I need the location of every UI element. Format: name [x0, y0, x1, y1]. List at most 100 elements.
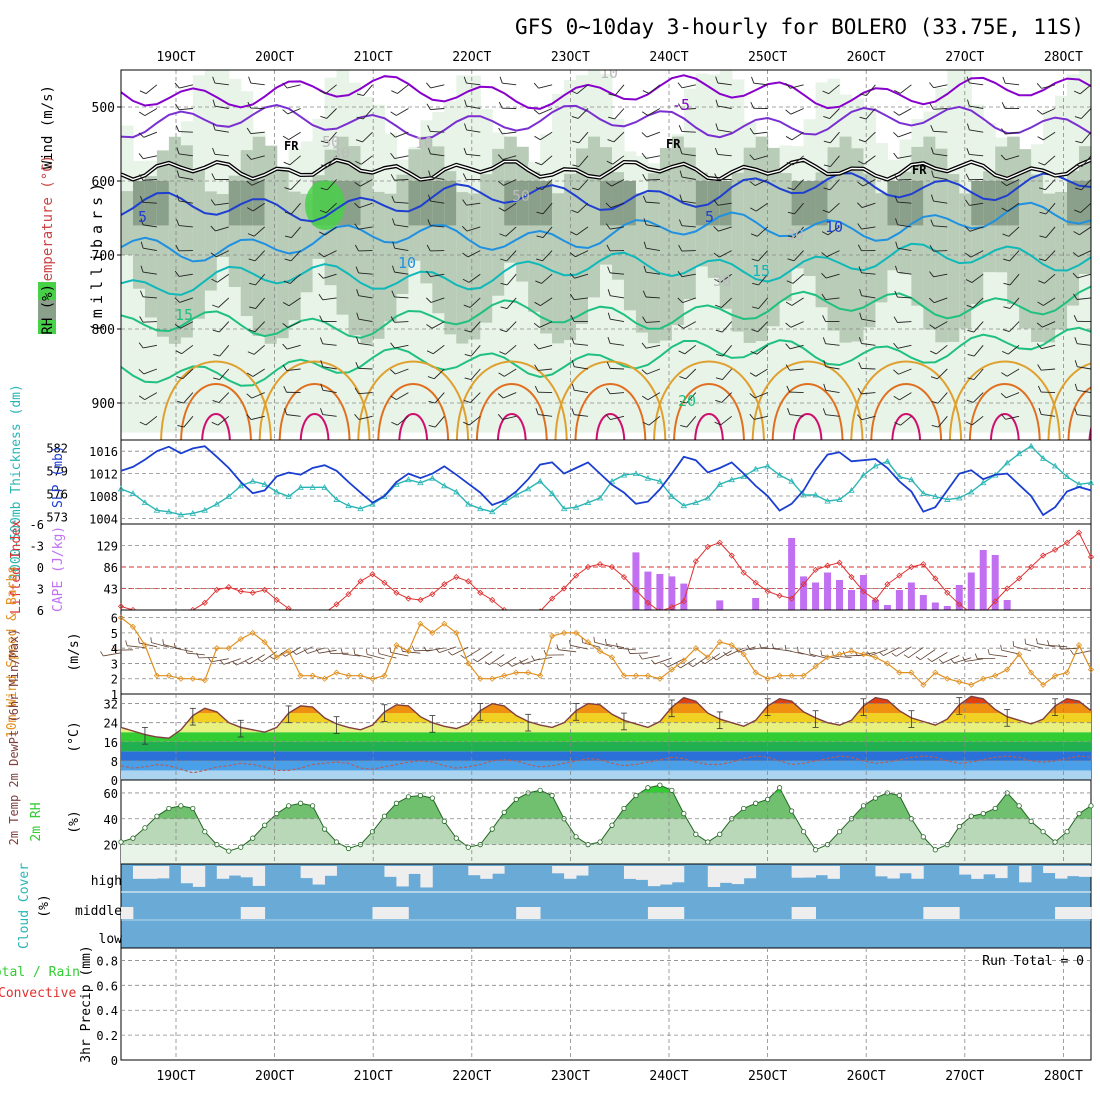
- wind-barb-10m: [423, 646, 445, 652]
- barb-flag: [425, 297, 432, 303]
- lifted-index-point: [596, 561, 604, 568]
- wind-barb: [823, 131, 840, 144]
- barb-flag: [1038, 162, 1045, 166]
- barb-flag: [519, 659, 524, 665]
- rh-cell: [121, 191, 134, 255]
- freezing-line-inner: [121, 159, 1091, 181]
- barb-shaft: [290, 250, 301, 262]
- cloud-high-clear: [647, 866, 661, 887]
- barb-flag: [786, 280, 794, 284]
- barb-shaft: [727, 647, 744, 657]
- wind-barb: [641, 108, 661, 116]
- barb-flag: [1075, 140, 1082, 144]
- barb-flag: [390, 152, 396, 159]
- barb-shaft: [611, 179, 625, 187]
- wind-barb-10m: [1058, 644, 1080, 650]
- barb-shaft: [327, 131, 337, 144]
- wind-speed-point: [800, 672, 807, 679]
- wind-barb: [1073, 315, 1091, 323]
- rh-cell: [420, 181, 433, 226]
- barb-shaft: [753, 82, 768, 86]
- thickness-point: [980, 479, 987, 486]
- wind-barb: [1002, 76, 1020, 86]
- barb-shaft: [826, 250, 840, 258]
- barb-shaft: [681, 200, 696, 204]
- rh-cell: [288, 191, 302, 321]
- thickness-point: [477, 505, 484, 512]
- barb-flag: [1074, 337, 1078, 344]
- thickness-point: [956, 494, 963, 501]
- wind-barb: [497, 154, 517, 160]
- barb-shaft: [612, 155, 625, 165]
- barb-flag: [435, 648, 440, 653]
- barb-flag: [176, 194, 180, 202]
- barb-flag: [356, 289, 360, 296]
- wind-barb: [751, 250, 769, 262]
- barb-flag: [139, 195, 144, 203]
- barb-flag: [175, 125, 180, 132]
- rh-cell: [935, 148, 948, 343]
- barb-flag: [390, 316, 395, 323]
- cape-bar: [752, 598, 760, 610]
- thickness-point: [896, 473, 903, 480]
- barb-shaft: [883, 647, 900, 656]
- wind-speed-point: [620, 672, 628, 679]
- wind-barb: [282, 297, 301, 307]
- barb-flag: [711, 656, 717, 661]
- wind-speed-point: [860, 651, 867, 658]
- thickness-point: [249, 477, 256, 484]
- barb-flag: [428, 400, 436, 404]
- barb-shaft: [430, 84, 445, 89]
- wind-barb: [140, 265, 157, 275]
- barb-flag: [356, 336, 360, 344]
- slp-tick: 1016: [89, 445, 118, 459]
- wind-barb: [391, 415, 409, 426]
- barb-shaft: [504, 368, 517, 377]
- rh2m-point: [513, 796, 519, 802]
- rh-cell: [348, 146, 362, 336]
- wind-barb: [894, 195, 912, 204]
- barb-flag: [823, 140, 831, 144]
- barb-flag: [857, 202, 863, 208]
- rh2m-label: 2m RH: [29, 802, 44, 841]
- barb-flag: [1003, 258, 1010, 262]
- lifted-index-point: [405, 595, 412, 602]
- temp-band: [121, 770, 1091, 780]
- lifted-index-point: [201, 599, 208, 606]
- barb-shaft: [251, 155, 265, 160]
- barb-flag: [175, 350, 182, 355]
- lifted-index-point: [465, 578, 472, 585]
- wind-barb: [930, 219, 948, 228]
- thickness-line: [120, 445, 1092, 516]
- barb-flag: [893, 316, 898, 323]
- date-label-bottom: 22OCT: [452, 1069, 491, 1084]
- barb-flag: [246, 154, 252, 160]
- wind-barb: [354, 244, 373, 252]
- cape-bar: [632, 552, 640, 610]
- wind-barb: [533, 321, 553, 328]
- wind-barb: [500, 250, 517, 262]
- temp-tick: 0: [111, 774, 118, 788]
- precip-total-label: Total / Rain: [0, 965, 80, 980]
- wind-barb: [497, 414, 517, 420]
- lifted-index-point: [872, 596, 879, 604]
- barb-flag: [714, 147, 719, 155]
- barb-flag: [570, 231, 577, 236]
- wind-barb: [857, 387, 876, 395]
- barb-flag: [426, 82, 432, 89]
- barb-shaft: [396, 108, 409, 116]
- rh-cell: [743, 147, 757, 343]
- barb-flag: [822, 315, 826, 322]
- lifted-index-point: [333, 601, 340, 608]
- wind-barb: [893, 316, 912, 323]
- barb-shaft: [789, 84, 804, 89]
- rh2m-point: [417, 792, 423, 799]
- wind-speed-point: [896, 669, 903, 676]
- rh2m-point: [202, 829, 208, 835]
- barb-shaft: [753, 131, 768, 135]
- barb-flag: [232, 661, 237, 666]
- wind-barb-10m: [435, 646, 457, 653]
- lifted-index-point: [740, 569, 747, 576]
- wind-barb: [175, 103, 193, 111]
- wind-barb-10m: [1035, 638, 1056, 648]
